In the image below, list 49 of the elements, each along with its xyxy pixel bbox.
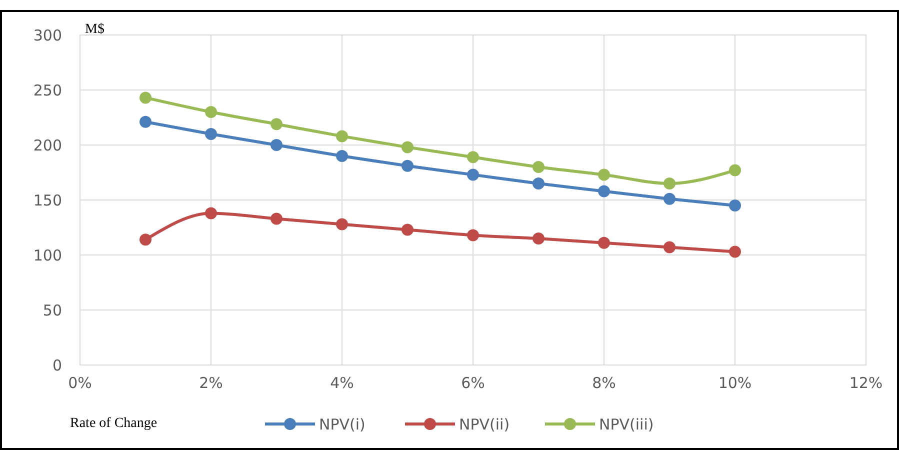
x-tick-label: 8% [592, 374, 616, 392]
point [270, 118, 282, 130]
point [140, 92, 152, 104]
point [402, 160, 414, 172]
point [664, 178, 676, 190]
point [336, 218, 348, 230]
y-tick-label: 100 [33, 246, 62, 264]
x-tick-label: 10% [718, 374, 752, 392]
x-tick-label: 6% [461, 374, 485, 392]
x-tick-label: 0% [68, 374, 92, 392]
point [336, 130, 348, 142]
point [598, 236, 610, 249]
point [467, 151, 479, 164]
point [729, 246, 741, 258]
legend-label: NPV(iii) [599, 415, 654, 434]
y-axis-title: M$ [85, 22, 104, 37]
point [598, 168, 610, 181]
point [270, 212, 282, 225]
point [336, 150, 348, 162]
point [664, 241, 676, 254]
y-tick-label: 250 [33, 81, 62, 100]
x-axis-title: Rate of Change [70, 416, 158, 431]
point [270, 139, 282, 151]
point [598, 185, 610, 198]
x-tick-label: 2% [199, 374, 223, 392]
point [532, 161, 544, 173]
legend-label: NPV(ii) [459, 415, 510, 434]
x-tick-label: 4% [330, 374, 354, 392]
y-tick-label: 150 [33, 191, 62, 210]
point [664, 192, 676, 205]
legend-label: NPV(i) [319, 415, 366, 434]
point [140, 234, 152, 246]
point [402, 141, 414, 154]
point [467, 229, 479, 242]
y-tick-label: 200 [33, 136, 62, 154]
point [532, 178, 544, 190]
point [205, 128, 217, 140]
y-tick-label: 0 [52, 356, 62, 374]
point [729, 200, 741, 212]
point [729, 164, 741, 176]
point [532, 232, 544, 244]
point [402, 224, 414, 236]
point [140, 116, 152, 128]
point [205, 106, 217, 118]
point [467, 168, 479, 181]
y-tick-label: 50 [42, 301, 62, 320]
point [205, 207, 217, 220]
y-tick-label: 300 [33, 26, 62, 44]
x-tick-label: 12% [849, 374, 883, 392]
